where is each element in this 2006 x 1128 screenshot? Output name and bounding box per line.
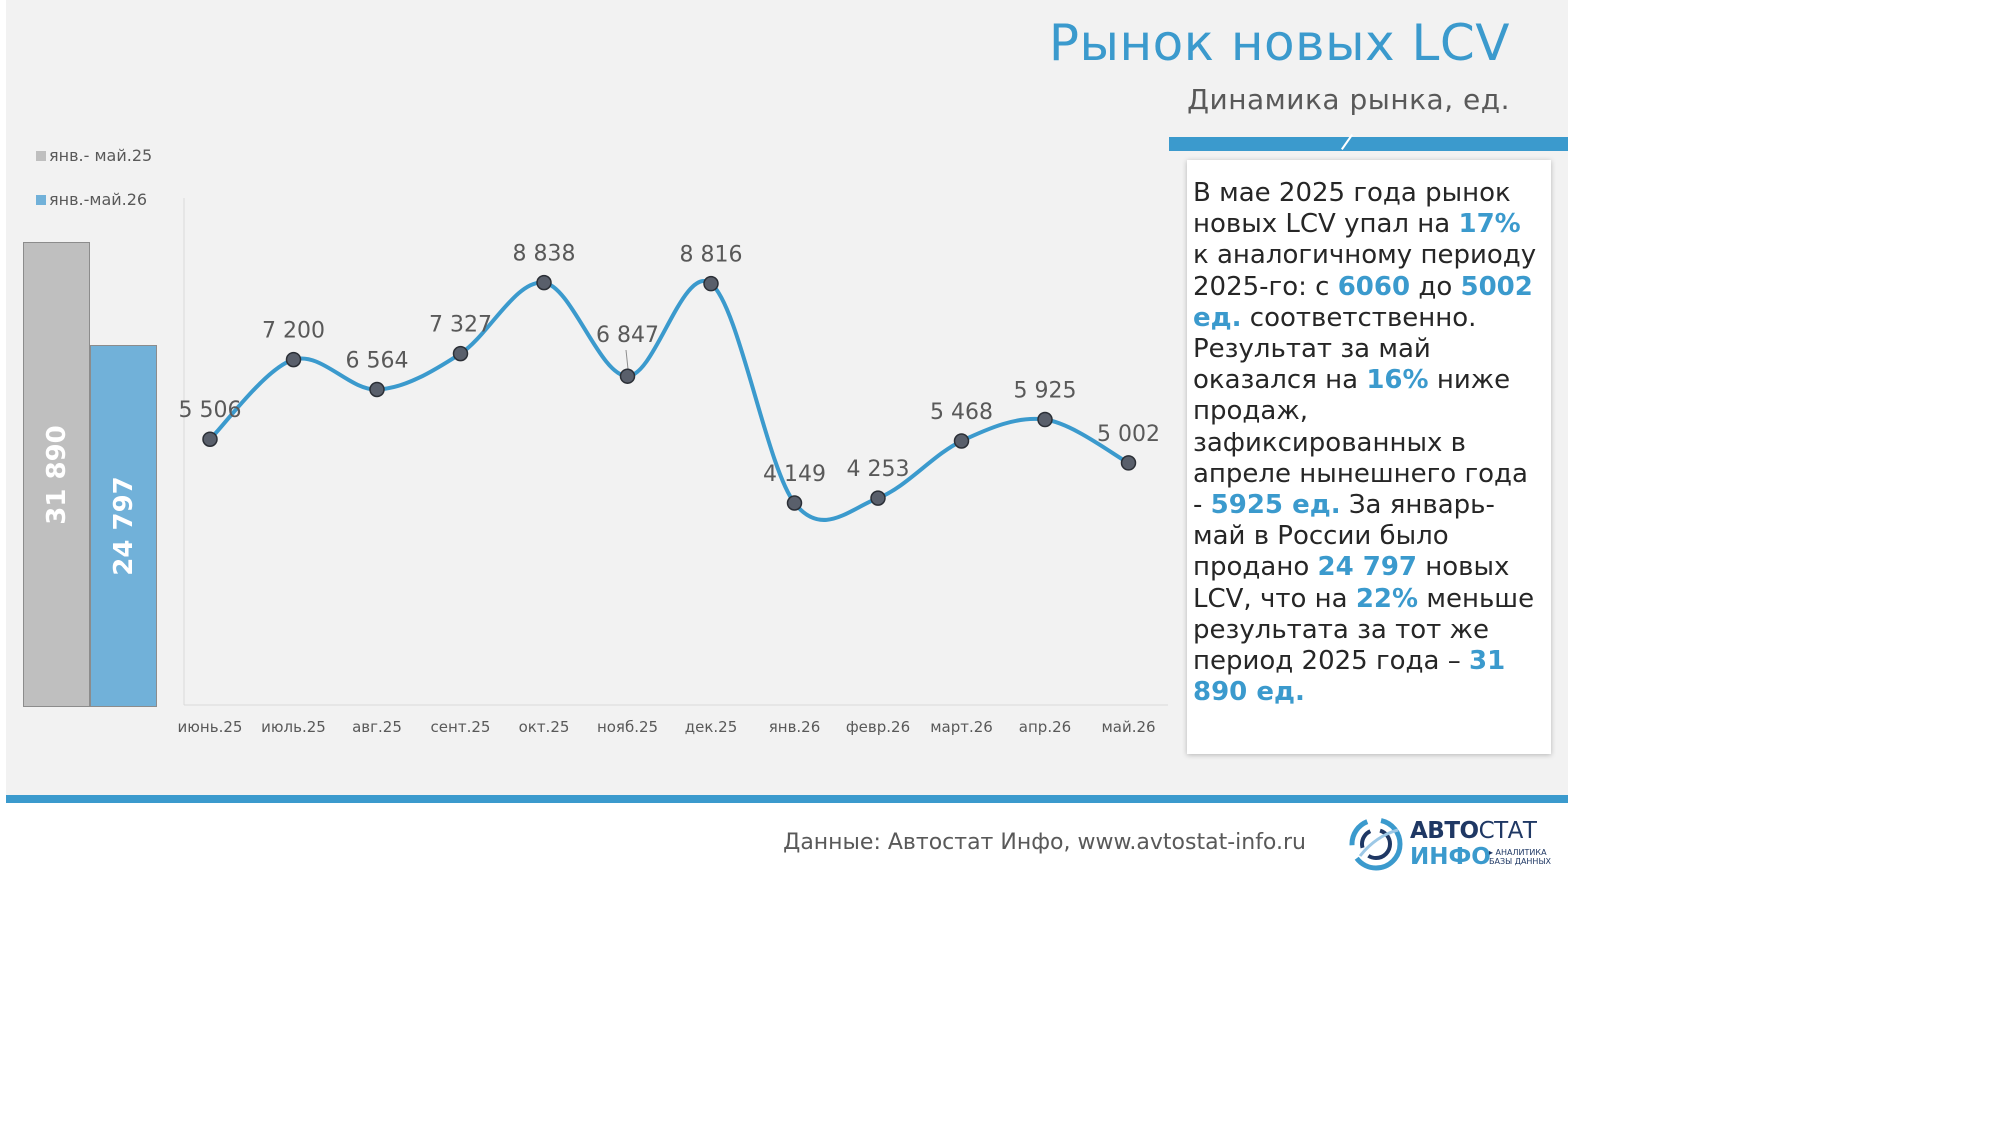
- logo-text-info: ИНФО: [1410, 844, 1491, 870]
- legend-item-2025: янв.- май.25: [36, 146, 152, 165]
- x-tick-label: авг.25: [352, 718, 402, 736]
- summary-bar-2026: 24 797: [90, 345, 157, 707]
- legend-swatch-gray: [36, 150, 46, 161]
- x-tick-label: июнь.25: [178, 718, 243, 736]
- legend-label: янв.- май.25: [49, 146, 153, 165]
- x-tick-label: апр.26: [1019, 718, 1071, 736]
- x-tick-label: нояб.25: [597, 718, 658, 736]
- data-point-marker: [202, 431, 218, 447]
- logo-swoosh-icon: [1349, 817, 1403, 871]
- source-note: Данные: Автостат Инфо, www.avtostat-info…: [783, 830, 1306, 855]
- page-title: Рынок новых LCV: [1048, 14, 1510, 72]
- data-point-marker: [786, 495, 803, 511]
- legend-label: янв.-май.26: [49, 190, 148, 209]
- x-tick-label: дек.25: [685, 718, 738, 736]
- data-label: 5 002: [1097, 422, 1160, 447]
- x-tick-label: сент.25: [431, 718, 491, 736]
- logo-tagline: ▸ АНАЛИТИКА БАЗЫ ДАННЫХ: [1489, 848, 1551, 866]
- data-label: 6 847: [596, 323, 659, 348]
- x-tick-label: май.26: [1101, 718, 1155, 736]
- data-label: 4 253: [847, 457, 910, 482]
- data-label: 5 925: [1014, 379, 1077, 404]
- data-point-marker: [953, 433, 970, 449]
- autostat-logo: АВТОСТАТ ИНФО ▸ АНАЛИТИКА БАЗЫ ДАННЫХ: [1348, 816, 1551, 872]
- data-point-marker: [369, 381, 385, 398]
- data-point-marker: [1037, 411, 1053, 428]
- data-label: 8 838: [513, 242, 576, 267]
- data-label: 5 468: [930, 400, 993, 425]
- data-point-marker: [870, 490, 886, 506]
- x-tick-label: март.26: [930, 718, 993, 736]
- accent-bar: [1169, 137, 1568, 151]
- data-label: 4 149: [763, 462, 826, 487]
- x-tick-label: янв.26: [769, 718, 821, 736]
- legend-swatch-blue: [36, 194, 46, 205]
- page-subtitle: Динамика рынка, ед.: [1187, 83, 1510, 116]
- commentary-box: В мае 2025 года рынок новых LCV упал на …: [1187, 160, 1551, 754]
- legend-item-2026: янв.-май.26: [36, 190, 147, 209]
- summary-bar-2025: 31 890: [23, 242, 90, 707]
- leader-line: [625, 349, 629, 370]
- data-label: 7 200: [262, 319, 325, 344]
- footer-divider: [6, 795, 1568, 803]
- data-point-marker: [703, 275, 719, 292]
- x-tick-label: июль.25: [261, 718, 326, 736]
- x-tick-label: февр.26: [846, 718, 910, 736]
- commentary-text: В мае 2025 года рынок новых LCV упал на …: [1193, 178, 1537, 708]
- data-label: 7 327: [429, 313, 492, 338]
- data-point-marker: [536, 274, 552, 291]
- logo-text: АВТОСТАТ: [1410, 818, 1537, 844]
- data-point-marker: [452, 345, 469, 362]
- data-label: 5 506: [179, 398, 242, 423]
- line-chart: 5 506 7 200 6 564 7 327 8 838 6 847 8 816 4 149…: [178, 198, 1168, 736]
- data-label: 6 564: [346, 348, 409, 373]
- data-label: 8 816: [680, 243, 743, 268]
- data-point-marker: [1120, 455, 1137, 471]
- x-tick-label: окт.25: [519, 718, 570, 736]
- data-point-marker: [619, 368, 636, 384]
- data-point-marker: [285, 351, 302, 368]
